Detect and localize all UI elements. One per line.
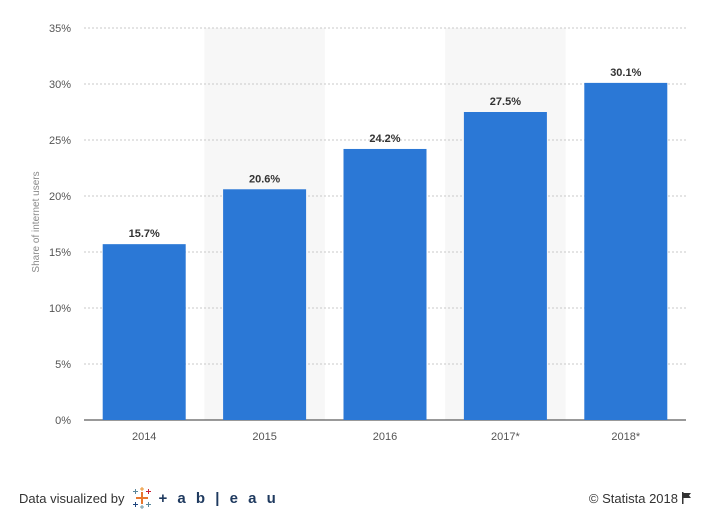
x-tick-label: 2017* [491, 431, 520, 443]
chart: 15.7%20.6%24.2%27.5%30.1% 2014 2015 2016 20… [31, 23, 686, 443]
y-axis-label: Share of internet users [31, 171, 42, 272]
y-tick-label: 25% [49, 135, 71, 147]
y-tick-label: 15% [49, 247, 71, 259]
copyright-text[interactable]: © Statista 2018 [588, 490, 678, 506]
y-tick-label: 0% [55, 415, 71, 427]
y-tick-label: 30% [49, 79, 71, 91]
value-label: 24.2% [369, 133, 400, 145]
y-tick-label: 35% [49, 23, 71, 35]
bar [584, 82, 668, 420]
value-labels: 15.7% 20.6% 24.2% 27.5% 30.1% [129, 67, 642, 240]
bar [343, 148, 427, 420]
value-label: 15.7% [129, 228, 160, 240]
x-tick-label: 2015 [252, 431, 276, 443]
y-tick-label: 20% [49, 191, 71, 203]
y-tick-label: 5% [55, 359, 71, 371]
tableau-logo-icon[interactable] [131, 487, 153, 509]
x-tick-label: 2016 [373, 431, 397, 443]
footer-attribution: Data visualized by + a b | e a u [19, 486, 279, 510]
data-visualized-by-text: Data visualized by [19, 490, 125, 506]
y-tick-label: 10% [49, 303, 71, 315]
value-label: 20.6% [249, 173, 280, 185]
x-tick-label: 2014 [132, 431, 156, 443]
x-tick-label: 2018* [611, 431, 640, 443]
flag-icon[interactable] [682, 492, 692, 504]
value-label: 27.5% [490, 96, 521, 108]
bars [102, 82, 668, 420]
bar [102, 244, 186, 420]
y-tick-labels: 0% 5% 10% 15% 20% 25% 30% 35% [49, 23, 71, 427]
bar [223, 189, 307, 420]
x-tick-labels: 2014 2015 2016 2017* 2018* [132, 431, 641, 443]
value-label: 30.1% [610, 67, 641, 79]
footer-copyright: © Statista 2018 [589, 486, 692, 510]
bar [463, 112, 547, 420]
tableau-wordmark[interactable]: + a b | e a u [158, 489, 279, 507]
